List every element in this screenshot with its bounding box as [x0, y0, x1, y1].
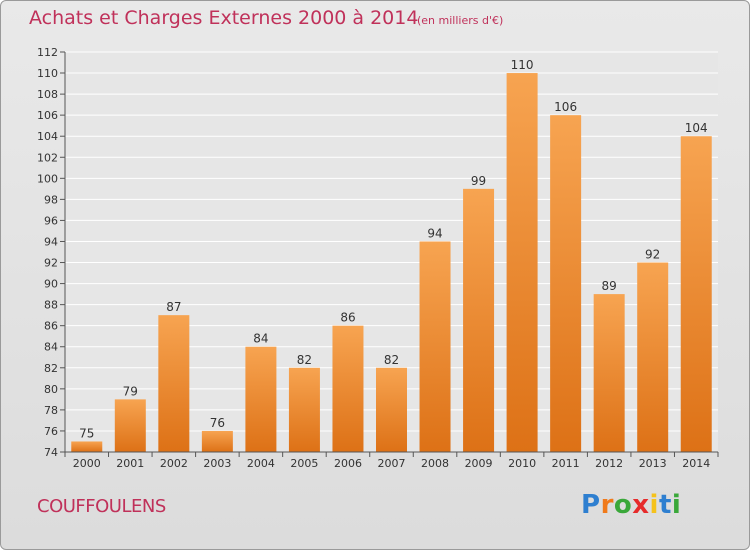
- bar-value-label: 75: [79, 426, 94, 440]
- x-tick-label: 2013: [639, 457, 667, 470]
- bar-value-label: 106: [554, 100, 577, 114]
- chart-title: Achats et Charges Externes 2000 à 2014: [29, 7, 419, 29]
- y-tick-label: 80: [44, 383, 58, 396]
- y-tick-label: 84: [44, 341, 58, 354]
- x-tick-label: 2010: [508, 457, 536, 470]
- logo-letter: o: [613, 490, 633, 520]
- y-tick-label: 106: [37, 109, 58, 122]
- labels: 74 76 78 80 82 84 86 88 90 92 94 96 98 100 102 104 106 10…: [37, 46, 710, 470]
- bar-value-label: 82: [384, 353, 399, 367]
- logo-letter: i: [671, 490, 682, 520]
- y-tick-label: 98: [44, 193, 58, 206]
- x-tick-label: 2006: [334, 457, 362, 470]
- x-tick-label: 2003: [203, 457, 231, 470]
- x-tick-label: 2007: [378, 457, 406, 470]
- x-tick-label: 2001: [116, 457, 144, 470]
- x-tick-label: 2005: [290, 457, 318, 470]
- bar-value-label: 99: [471, 174, 486, 188]
- y-tick-label: 86: [44, 320, 58, 333]
- logo-letter: i: [649, 490, 659, 520]
- y-tick-label: 94: [44, 235, 58, 248]
- x-tick-label: 2008: [421, 457, 449, 470]
- bar: [288, 367, 320, 452]
- y-tick-label: 112: [37, 46, 58, 59]
- bar: [332, 325, 364, 452]
- bar-value-label: 89: [602, 279, 617, 293]
- y-tick-label: 90: [44, 278, 58, 291]
- bar: [550, 115, 582, 452]
- y-tick-label: 88: [44, 299, 58, 312]
- bar-value-label: 110: [511, 58, 534, 72]
- y-tick-label: 110: [37, 67, 58, 80]
- logo-letter: t: [658, 490, 672, 520]
- bar-value-label: 87: [166, 300, 181, 314]
- axes: [60, 51, 719, 457]
- x-tick-label: 2012: [595, 457, 623, 470]
- logo-letter: P: [581, 490, 601, 520]
- bar: [158, 315, 190, 452]
- bar: [114, 399, 146, 452]
- y-tick-label: 96: [44, 214, 58, 227]
- bar: [376, 367, 407, 452]
- y-tick-label: 100: [37, 172, 58, 185]
- bar: [463, 188, 495, 452]
- y-tick-label: 76: [44, 425, 58, 438]
- bar: [506, 73, 538, 452]
- x-tick-label: 2009: [465, 457, 493, 470]
- y-tick-label: 78: [44, 404, 58, 417]
- bar: [419, 241, 451, 452]
- chart-subtitle: (en milliers d'€): [417, 14, 504, 27]
- proxiti-logo: Proxiti: [581, 490, 681, 520]
- y-tick-label: 102: [37, 151, 58, 164]
- bar: [71, 441, 103, 452]
- x-tick-label: 2014: [682, 457, 710, 470]
- y-tick-label: 104: [37, 130, 58, 143]
- x-tick-label: 2002: [160, 457, 188, 470]
- logo-letter: r: [600, 490, 614, 520]
- bar: [637, 262, 669, 452]
- bar-value-label: 94: [427, 226, 442, 240]
- bar: [201, 430, 233, 452]
- bar-value-label: 76: [210, 416, 225, 430]
- x-tick-label: 2004: [247, 457, 275, 470]
- bar: [245, 346, 277, 452]
- x-tick-label: 2011: [552, 457, 580, 470]
- logo-letter: x: [632, 490, 650, 520]
- y-tick-label: 74: [44, 446, 58, 459]
- y-tick-label: 92: [44, 257, 58, 270]
- bars: [71, 73, 712, 453]
- bar-value-label: 86: [340, 311, 355, 325]
- bar-value-label: 79: [123, 384, 138, 398]
- y-tick-label: 108: [37, 88, 58, 101]
- y-tick-label: 82: [44, 362, 58, 375]
- bar-value-label: 84: [253, 332, 268, 346]
- bar-value-label: 82: [297, 353, 312, 367]
- bar: [680, 136, 712, 453]
- bar-value-label: 92: [645, 248, 660, 262]
- commune-name: COUFFOULENS: [37, 496, 166, 517]
- x-tick-label: 2000: [73, 457, 101, 470]
- bar-value-label: 104: [685, 121, 708, 135]
- bar: [593, 294, 625, 452]
